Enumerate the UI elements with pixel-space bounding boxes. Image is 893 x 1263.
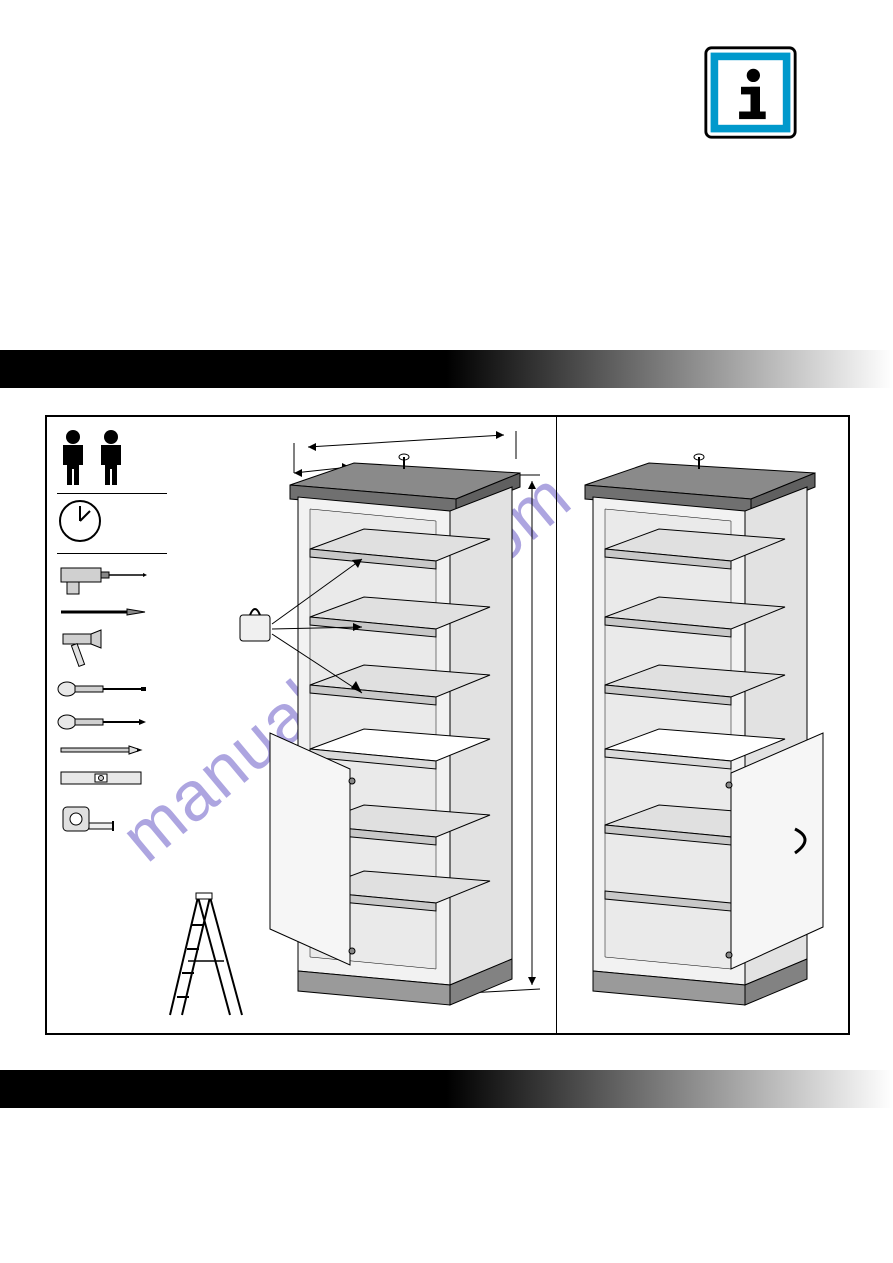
spirit-level-icon xyxy=(57,766,147,788)
assembly-diagram: manualshive.com xyxy=(45,415,850,1035)
drill-bit-icon xyxy=(57,605,147,619)
weight-icon xyxy=(240,609,270,641)
flat-screwdriver-icon xyxy=(57,677,147,701)
requirements-column xyxy=(57,429,167,848)
cabinet-right-drawing xyxy=(561,429,851,1019)
person-icon xyxy=(57,429,89,487)
gradient-bar-bottom xyxy=(0,1070,893,1108)
tape-measure-icon xyxy=(57,797,117,841)
hammer-icon xyxy=(57,628,147,668)
person-icon xyxy=(95,429,127,487)
diagram-right-panel xyxy=(557,417,848,1033)
drill-icon xyxy=(57,560,147,596)
diagram-left-panel xyxy=(47,417,557,1033)
cabinet-left-drawing xyxy=(232,429,552,1019)
clock-icon xyxy=(57,498,103,544)
info-icon xyxy=(703,45,798,140)
pencil-icon xyxy=(57,743,147,757)
phillips-screwdriver-icon xyxy=(57,710,147,734)
gradient-bar-top xyxy=(0,350,893,388)
people-required xyxy=(57,429,167,487)
